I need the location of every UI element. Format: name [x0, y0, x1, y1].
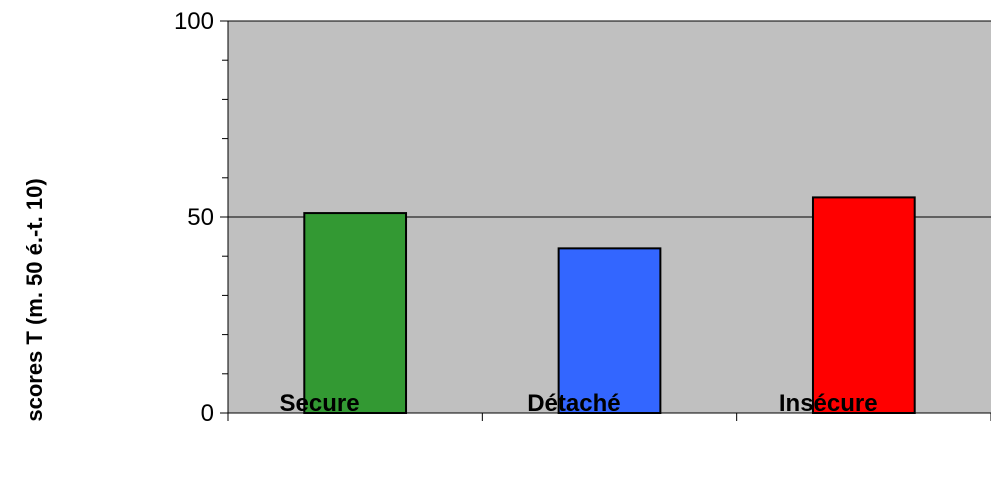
category-label: Insécure — [779, 390, 878, 417]
bar-insecure — [811, 196, 916, 414]
category-labels: Secure Détaché Insécure — [280, 390, 878, 417]
y-tick-label: 0 — [201, 400, 214, 427]
y-tick-label: 50 — [187, 204, 214, 231]
y-axis-label: scores T (m. 50 é.-t. 10) — [22, 178, 47, 421]
y-tick-label: 100 — [174, 8, 214, 35]
bars — [303, 196, 916, 414]
y-ticks: 0 50 100 — [174, 8, 228, 427]
category-label: Détaché — [527, 390, 620, 417]
category-label: Secure — [280, 390, 360, 417]
x-ticks — [227, 413, 991, 421]
bar-secure — [303, 212, 408, 414]
bar-detache — [557, 247, 662, 414]
